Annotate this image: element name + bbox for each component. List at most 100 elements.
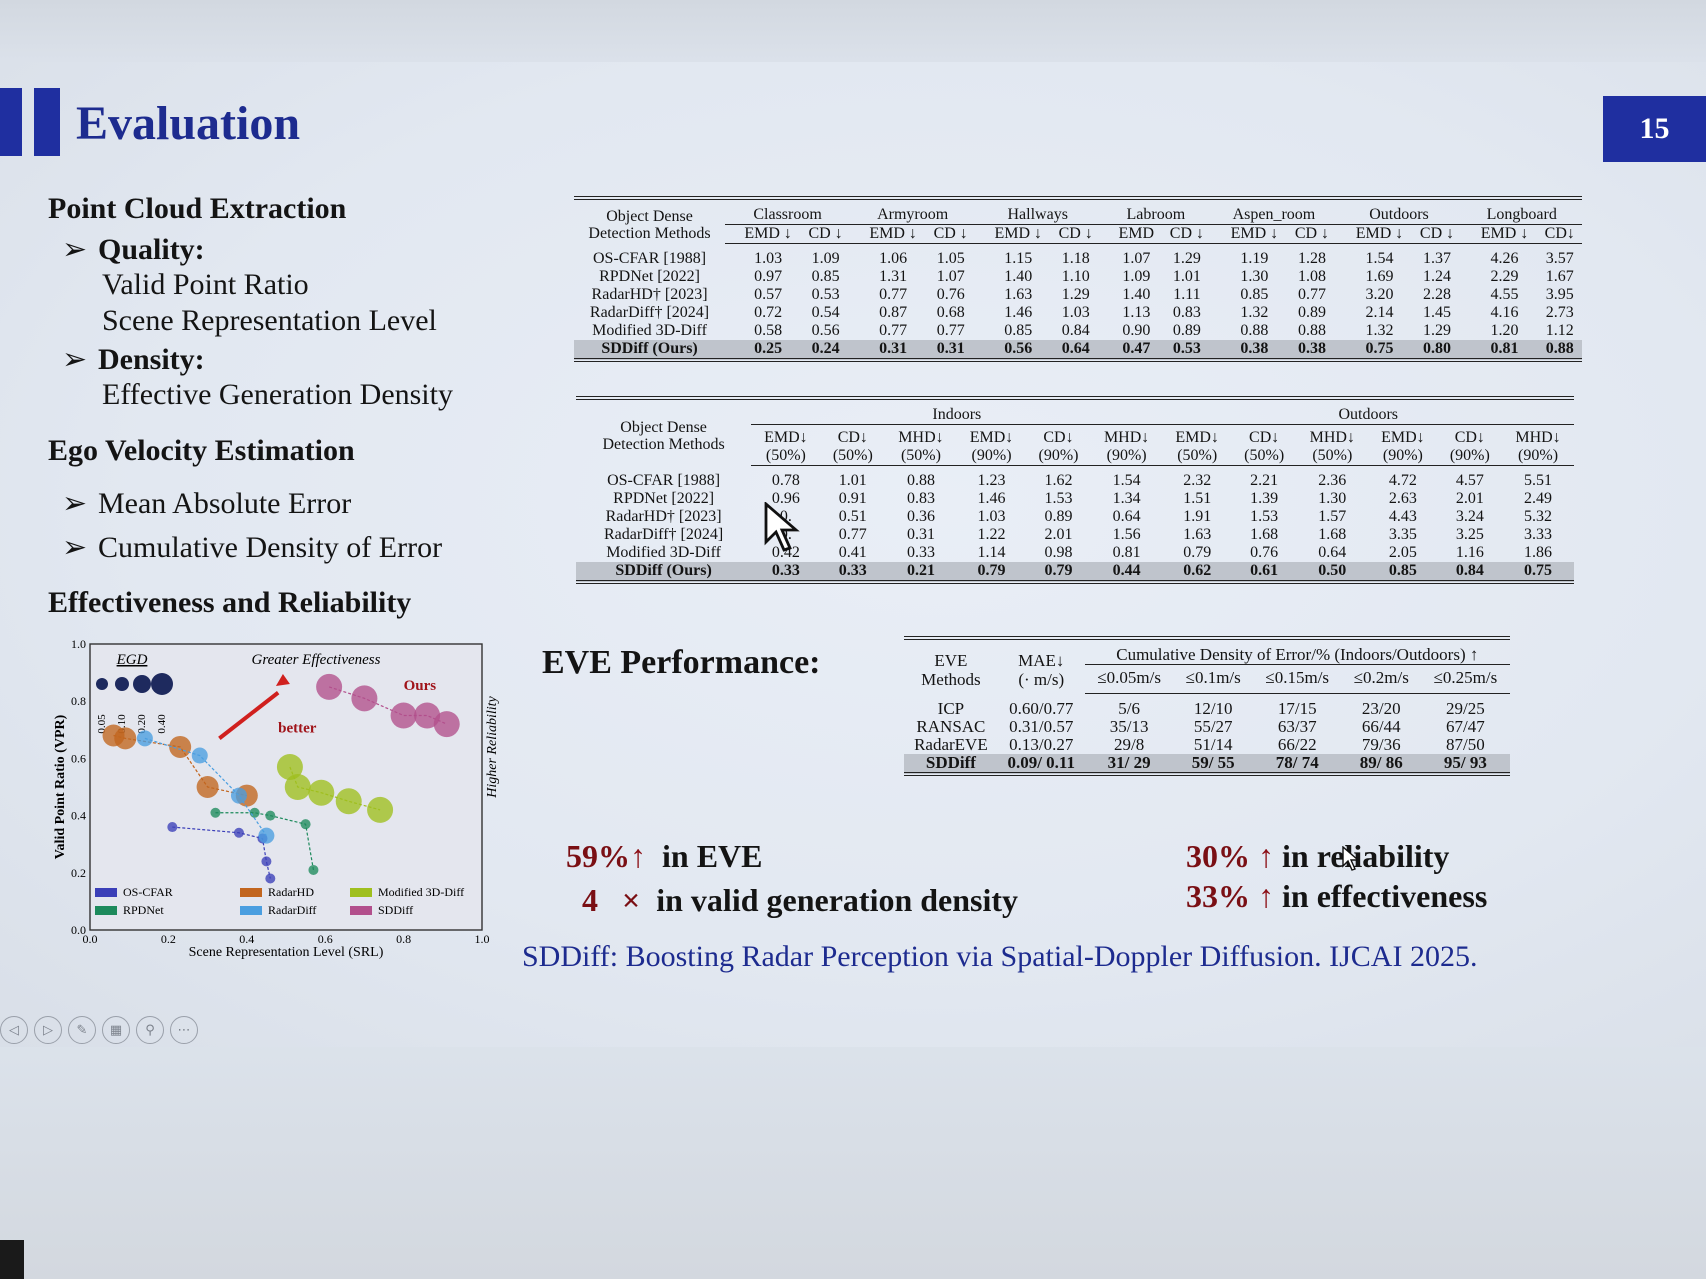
slide-title: Evaluation: [76, 97, 301, 150]
x-tick-label: 0.2: [161, 932, 176, 946]
method-cell: RadarHD† [2023]: [591, 286, 708, 303]
value-cell: 0.57: [754, 286, 783, 303]
metric-header: EMD↓: [764, 429, 808, 446]
value-cell: 1.53: [1250, 508, 1279, 525]
value-cell: 0.83: [1172, 304, 1201, 321]
x-tick-label: 1.0: [475, 932, 490, 946]
claim-reliability: 30% ↑ in reliability: [1186, 838, 1449, 875]
value-cell: 0.90: [1122, 322, 1151, 339]
value-cell: 1.06: [879, 250, 908, 267]
metric-header: MHD↓: [898, 429, 944, 446]
legend-swatch: [95, 906, 117, 915]
value-cell: 0.97: [754, 268, 783, 285]
metric-percent-header: (90%): [956, 447, 1027, 466]
top-annotation: Greater Effectiveness: [252, 652, 381, 668]
group-header: Labroom: [1100, 198, 1212, 225]
value-cell: 0.84: [1061, 322, 1090, 339]
right-axis-label: Higher Reliability: [485, 695, 500, 798]
value-cell: 1.40: [1122, 286, 1151, 303]
value-cell: 1.01: [838, 472, 867, 489]
value-cell: 0.21: [885, 562, 957, 582]
value-cell: 29/8: [1114, 735, 1145, 754]
claim-eve: 59%↑ in EVE: [566, 838, 762, 875]
value-cell: 1.30: [1240, 268, 1269, 285]
value-cell: 0.88: [906, 472, 935, 489]
value-cell: 4.55: [1490, 286, 1519, 303]
value-cell: 0.53: [811, 286, 840, 303]
value-cell: 1.19: [1240, 250, 1269, 267]
table-row: ICP 0.60/0.77 5/6 12/10 17/15 23/20 29/25: [904, 694, 1510, 719]
table-row: OS-CFAR [1988] 1.03 1.09 1.06 1.05 1.15 1.18 1.…: [574, 244, 1582, 269]
previous-slide-button[interactable]: ◁: [0, 1016, 28, 1044]
edit-icon[interactable]: [0, 1240, 24, 1279]
value-cell: 3.33: [1524, 526, 1553, 543]
value-cell: 0.54: [811, 304, 840, 321]
value-cell: 0.25: [725, 340, 802, 360]
quality-item: ➢ Quality:: [62, 232, 205, 267]
legend-swatch: [95, 888, 117, 897]
page-number-badge: 15: [1603, 96, 1706, 162]
value-cell: 1.13: [1122, 304, 1151, 321]
method-cell: Modified 3D-Diff: [592, 322, 707, 339]
claim-text: in EVE: [662, 838, 763, 874]
next-slide-button[interactable]: ▷: [34, 1016, 62, 1044]
data-point: [433, 711, 460, 738]
value-cell: 0.53: [1162, 340, 1212, 360]
data-point: [114, 727, 137, 750]
better-arrow: [218, 691, 280, 740]
x-tick-label: 0.0: [83, 932, 98, 946]
series-line: [144, 737, 267, 836]
value-cell: 1.08: [1297, 268, 1326, 285]
data-point: [316, 673, 343, 700]
metric-header: CD ↓: [1412, 224, 1462, 244]
value-cell: 0.81: [1112, 544, 1141, 561]
value-cell: 1.56: [1112, 526, 1141, 543]
value-cell: 1.22: [977, 526, 1006, 543]
y-tick-label: 0.2: [71, 866, 86, 880]
value-cell: 5.51: [1524, 472, 1553, 489]
threshold-header: ≤0.05m/s: [1084, 664, 1174, 694]
legend-label: Modified 3D-Diff: [378, 885, 464, 899]
value-cell: 0.31/0.57: [1009, 717, 1074, 736]
egd-size-label: 0.40: [156, 714, 168, 734]
value-cell: 0.09/ 0.11: [997, 754, 1085, 774]
value-cell: 0.62: [1162, 562, 1232, 582]
value-cell: 1.34: [1112, 490, 1141, 507]
value-cell: 1.20: [1490, 322, 1519, 339]
table-row: RPDNet [2022] 0.96 0.91 0.83 1.46 1.53 1.34 1.5…: [576, 490, 1574, 508]
metric-header: CD↓: [1537, 224, 1582, 244]
table-row: RadarHD† [2023] 0. 0.51 0.36 1.03 0.89 0.64 1.9…: [576, 508, 1574, 526]
value-cell: 0.77: [1297, 286, 1326, 303]
value-cell: 1.63: [1183, 526, 1212, 543]
value-cell: 0.33: [906, 544, 935, 561]
value-cell: 0.85: [1368, 562, 1438, 582]
metric-header: CD ↓: [1287, 224, 1337, 244]
value-cell: 4.43: [1388, 508, 1417, 525]
value-cell: 1.63: [1004, 286, 1033, 303]
ego-item-label: Mean Absolute Error: [98, 487, 352, 520]
more-options-button[interactable]: ⋯: [170, 1016, 198, 1044]
value-cell: 3.24: [1455, 508, 1484, 525]
metric-header: CD ↓: [801, 224, 851, 244]
egd-size-marker: [96, 678, 108, 690]
value-cell: 1.45: [1423, 304, 1452, 321]
value-cell: 1.69: [1365, 268, 1394, 285]
bullet-arrow-icon: ➢: [62, 531, 88, 564]
method-cell: OS-CFAR [1988]: [593, 249, 707, 267]
eve-method-header: EVE Methods: [921, 650, 981, 689]
quality-sub-item: Scene Representation Level: [102, 304, 437, 337]
value-cell: 0.77: [838, 526, 867, 543]
value-cell: 1.07: [1122, 250, 1151, 267]
y-tick-label: 0.8: [71, 694, 86, 708]
value-cell: 2.28: [1423, 286, 1452, 303]
method-cell: RPDNet [2022]: [599, 268, 700, 285]
value-cell: 51/14: [1193, 735, 1233, 754]
pen-tool-button[interactable]: ✎: [68, 1016, 96, 1044]
value-cell: 0.44: [1090, 562, 1163, 582]
value-cell: 0.31: [906, 526, 935, 543]
zoom-button[interactable]: ⚲: [136, 1016, 164, 1044]
slide-grid-button[interactable]: ▦: [102, 1016, 130, 1044]
value-cell: 1.28: [1297, 250, 1326, 267]
value-cell: 4.26: [1490, 250, 1519, 267]
legend-label: RPDNet: [123, 903, 164, 917]
